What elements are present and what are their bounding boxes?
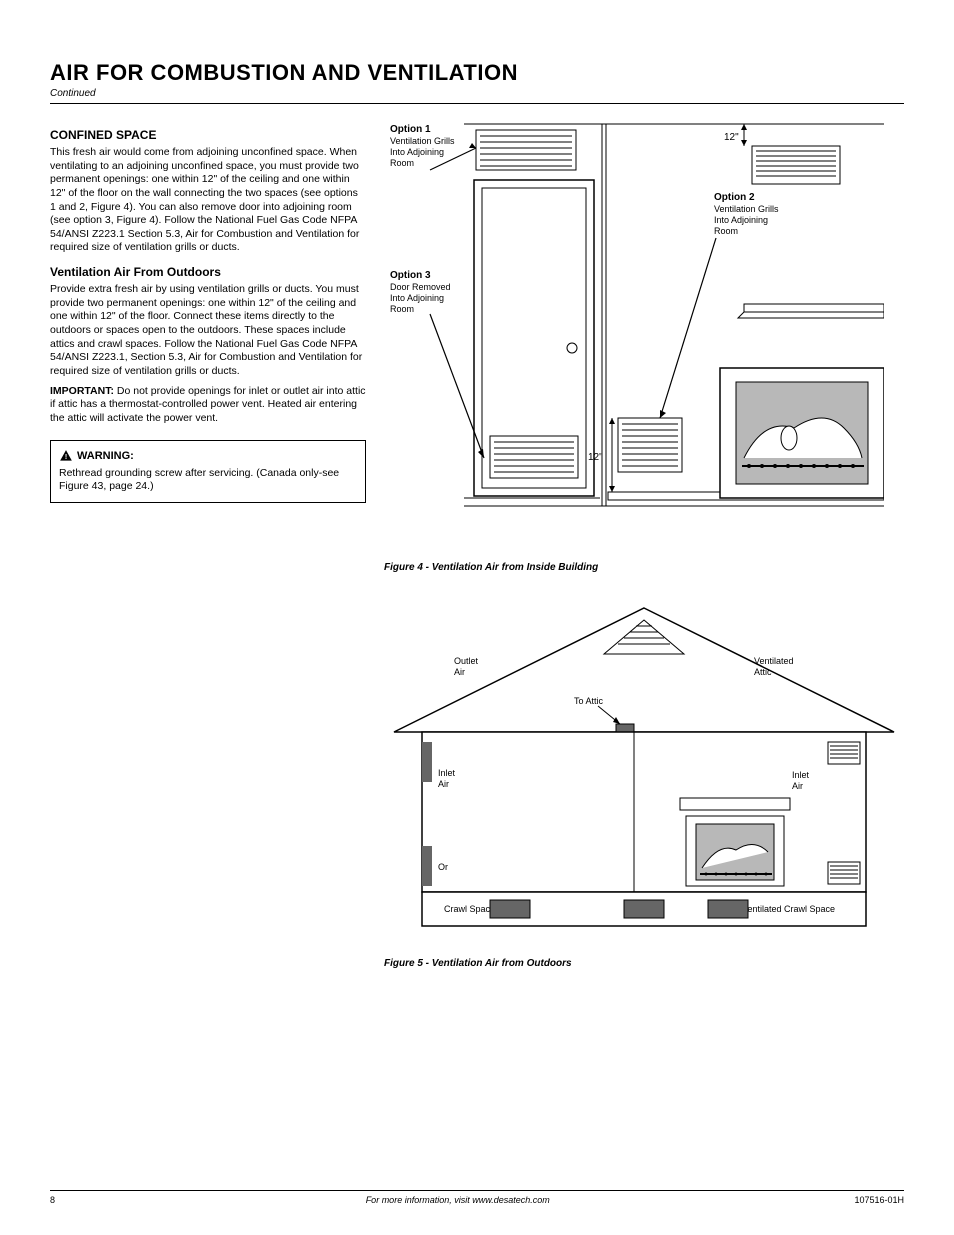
svg-text:Into Adjoining: Into Adjoining (390, 147, 444, 157)
fig4-option1-label: Option 1 (390, 124, 431, 135)
footer-page-number: 8 (50, 1195, 61, 1205)
svg-text:Inlet: Inlet (438, 768, 456, 778)
svg-text:Room: Room (390, 304, 414, 314)
svg-text:Crawl Space: Crawl Space (444, 904, 495, 914)
title-rule (50, 103, 904, 104)
svg-text:Room: Room (390, 158, 414, 168)
footer-url: For more information, visit www.desatech… (366, 1195, 550, 1205)
figure-5: Outlet Air Ventilated Attic To Attic Inl… (384, 594, 904, 970)
confined-space-heading: CONFINED SPACE (50, 128, 366, 142)
confined-space-body: This fresh air would come from adjoining… (50, 146, 366, 255)
page-title: AIR FOR COMBUSTION AND VENTILATION (50, 60, 904, 86)
svg-text:Outlet: Outlet (454, 656, 479, 666)
svg-text:Door Removed: Door Removed (390, 282, 451, 292)
svg-text:Air: Air (454, 667, 465, 677)
page-subtitle: Continued (50, 88, 904, 99)
warning-text: Rethread grounding screw after servicing… (59, 467, 357, 494)
footer-doc-id: 107516-01H (854, 1195, 904, 1205)
svg-text:Ventilation Grills: Ventilation Grills (390, 136, 455, 146)
warning-triangle-icon: ! (59, 449, 73, 463)
svg-text:Option 3: Option 3 (390, 270, 431, 281)
svg-text:Into Adjoining: Into Adjoining (390, 293, 444, 303)
important-label: IMPORTANT: (50, 385, 114, 397)
page-footer: 8 For more information, visit www.desate… (50, 1190, 904, 1205)
figure-4-caption: Figure 4 - Ventilation Air from Inside B… (384, 562, 904, 574)
svg-text:Into Adjoining: Into Adjoining (714, 215, 768, 225)
svg-text:Attic: Attic (754, 667, 772, 677)
svg-text:Room: Room (714, 226, 738, 236)
svg-text:Ventilated Crawl Space: Ventilated Crawl Space (742, 904, 835, 914)
important-note: IMPORTANT: Do not provide openings for i… (50, 385, 366, 426)
svg-text:12": 12" (724, 132, 739, 143)
svg-text:Or: Or (438, 862, 448, 872)
svg-text:Ventilation Grills: Ventilation Grills (714, 204, 779, 214)
svg-text:12": 12" (588, 452, 603, 463)
svg-text:Ventilated: Ventilated (754, 656, 794, 666)
warning-box: ! WARNING: Rethread grounding screw afte… (50, 440, 366, 503)
figure-5-caption: Figure 5 - Ventilation Air from Outdoors (384, 958, 904, 970)
svg-text:To Attic: To Attic (574, 696, 604, 706)
figure-4: Option 1 Ventilation Grills Into Adjoini… (384, 118, 904, 574)
outdoors-heading: Ventilation Air From Outdoors (50, 265, 366, 279)
right-column: Option 1 Ventilation Grills Into Adjoini… (384, 118, 904, 990)
svg-text:Air: Air (438, 779, 449, 789)
outdoors-body: Provide extra fresh air by using ventila… (50, 283, 366, 378)
svg-text:Inlet: Inlet (792, 770, 810, 780)
left-column: CONFINED SPACE This fresh air would come… (50, 118, 366, 990)
svg-text:!: ! (65, 453, 67, 460)
svg-text:Option 2: Option 2 (714, 192, 755, 203)
svg-text:Air: Air (792, 781, 803, 791)
warning-label: WARNING: (77, 450, 134, 462)
